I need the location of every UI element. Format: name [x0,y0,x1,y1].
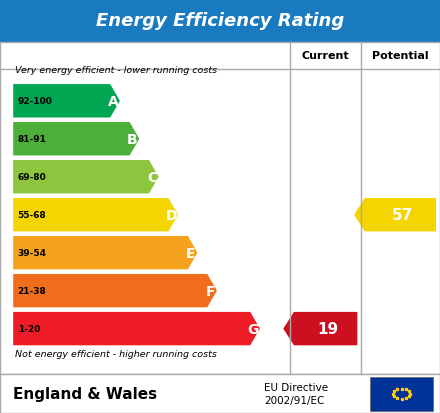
Text: Very energy efficient - lower running costs: Very energy efficient - lower running co… [15,65,217,74]
Bar [370,377,433,411]
Text: A: A [108,95,118,109]
Polygon shape [13,161,159,194]
Bar [0,43,440,375]
Polygon shape [13,274,217,308]
Text: 39-54: 39-54 [18,249,47,258]
Text: 21-38: 21-38 [18,287,46,295]
Text: B: B [127,133,138,146]
Text: England & Wales: England & Wales [13,386,158,401]
Text: 69-80: 69-80 [18,173,46,182]
Polygon shape [13,85,120,118]
Text: EU Directive: EU Directive [264,382,328,392]
Polygon shape [13,236,198,270]
Text: D: D [165,208,177,222]
Text: Energy Efficiency Rating: Energy Efficiency Rating [96,12,344,30]
Text: C: C [147,170,157,184]
Bar [0,0,440,43]
Text: 1-20: 1-20 [18,324,40,333]
Text: 92-100: 92-100 [18,97,52,106]
Polygon shape [13,123,139,156]
Text: G: G [247,322,259,336]
Text: Current: Current [302,51,349,61]
Text: 2002/91/EC: 2002/91/EC [264,395,324,406]
Text: 55-68: 55-68 [18,211,46,220]
Text: E: E [186,246,195,260]
Polygon shape [13,312,260,345]
Text: 81-91: 81-91 [18,135,47,144]
Text: Potential: Potential [372,51,429,61]
Text: Not energy efficient - higher running costs: Not energy efficient - higher running co… [15,349,217,358]
Text: 19: 19 [317,321,338,336]
Bar [0,375,440,413]
Text: F: F [205,284,215,298]
Polygon shape [13,199,178,232]
Text: 57: 57 [392,208,413,223]
Polygon shape [354,199,436,232]
Polygon shape [283,312,357,345]
